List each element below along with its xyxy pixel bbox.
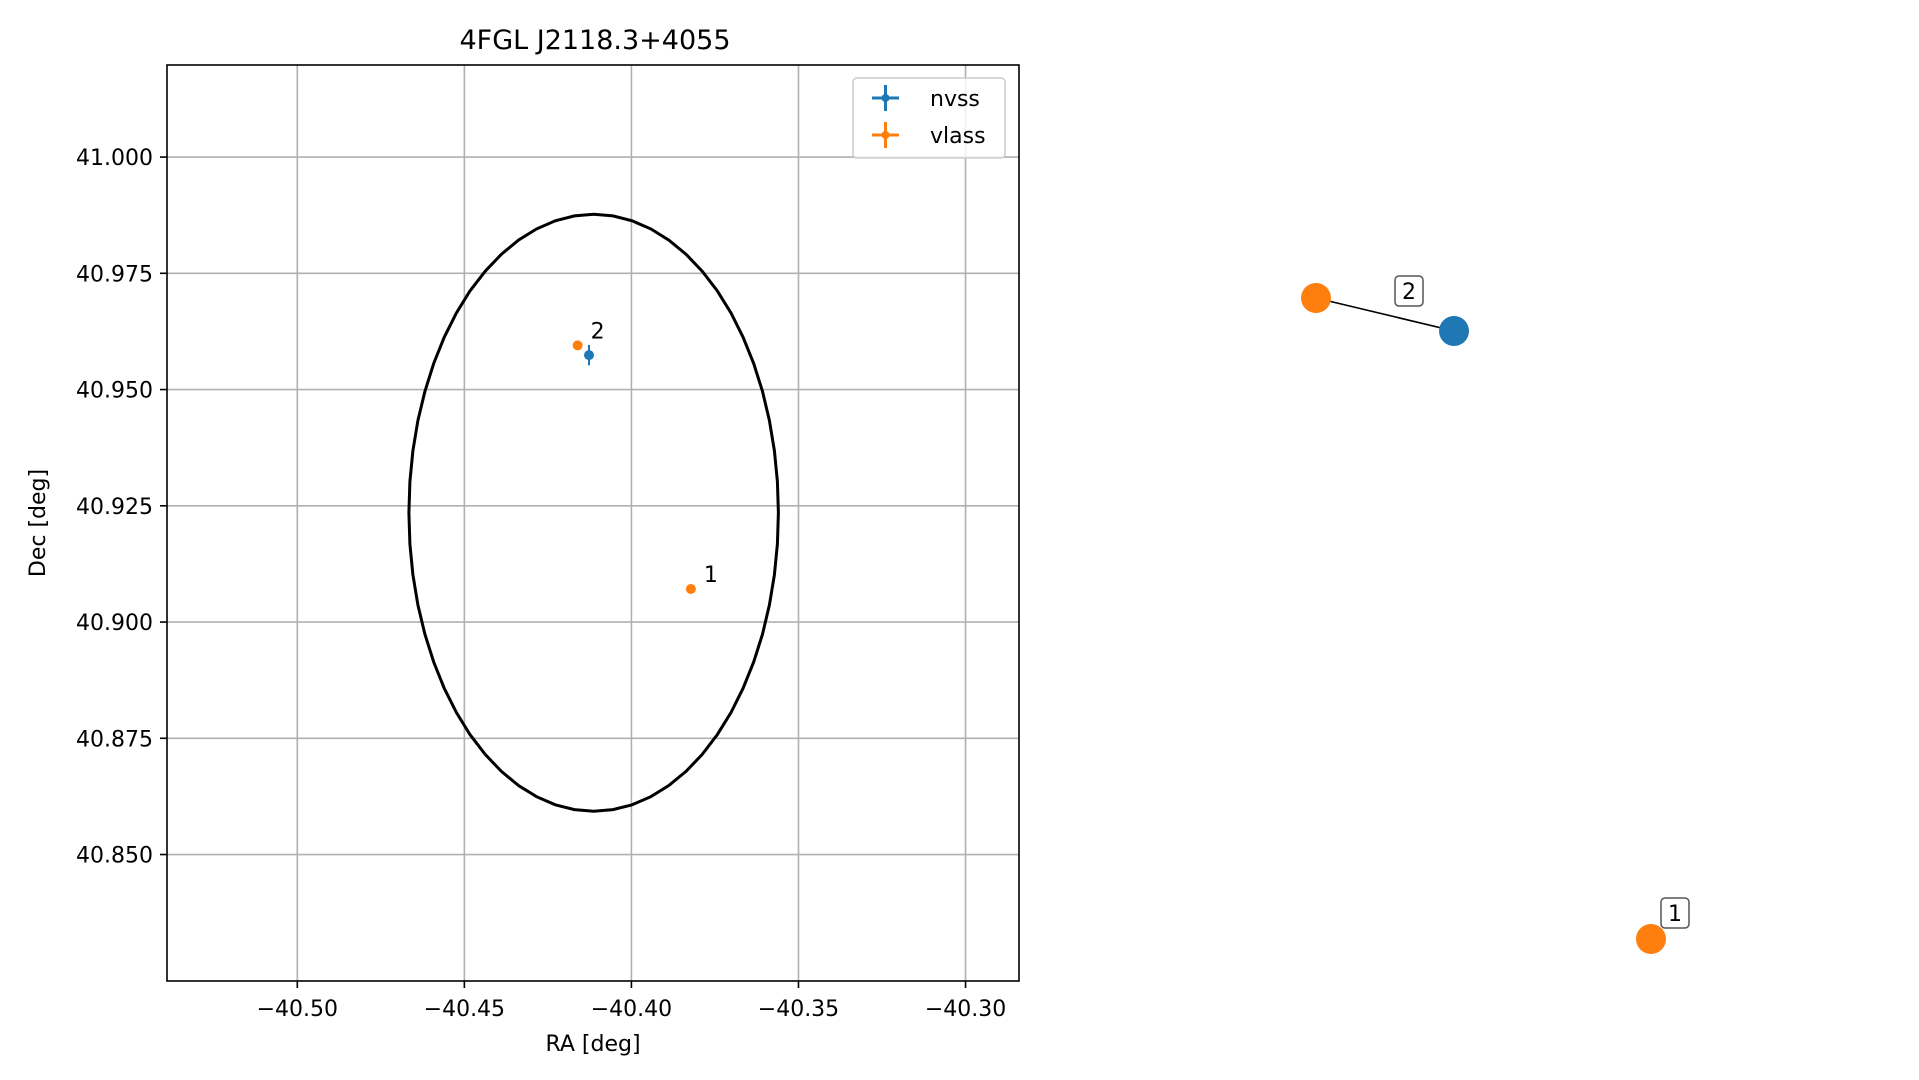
point-nvss [583,350,594,361]
point-labels: 21 [591,319,718,588]
y-tick-label: 40.875 [76,727,153,752]
network-panel: 2 1 [1301,275,1690,954]
point-label: 2 [591,319,605,344]
error-ellipse [407,212,780,813]
network-edge-label-text: 2 [1402,280,1416,305]
network-edge-label-box [1394,275,1424,307]
network-node-label-text: 1 [1668,902,1682,927]
network-node-vlass-1 [1636,924,1666,954]
x-tick-label: −40.50 [257,997,338,1022]
chart-title: 4FGL J2118.3+4055 [459,25,730,56]
legend-label-nvss: nvss [930,87,980,112]
data-points [572,340,696,595]
point-vlass [685,584,696,595]
y-axis-label: Dec [deg] [26,469,51,577]
x-axis-label: RA [deg] [545,1032,640,1057]
y-tick-label: 40.850 [76,844,153,869]
plot-frame [166,64,1020,982]
y-tick-label: 40.975 [76,262,153,287]
y-axis-ticks: 40.850 40.875 40.900 40.925 40.950 40.975 41.0… [76,146,167,869]
legend-entry-vlass: vlass [872,122,986,149]
scatter-panel: 4FGL J2118.3+4055 21 −40.50 −40.45 −40.40−… [26,25,1020,1057]
network-node-label: 1 [1660,897,1690,929]
y-tick-label: 40.900 [76,611,153,636]
network-edge-label: 2 [1394,275,1424,307]
y-tick-label: 40.925 [76,495,153,520]
network-node-label-box [1660,897,1690,929]
grid [167,65,1019,981]
network-edge-vlass2-nvss [1315,297,1455,332]
point-label: 1 [704,563,718,588]
x-tick-label: −40.45 [424,997,505,1022]
x-tick-label: −40.35 [758,997,839,1022]
y-tick-label: 41.000 [76,146,153,171]
legend-label-vlass: vlass [930,124,986,149]
legend-marker-nvss-dot [881,94,890,102]
x-tick-label: −40.30 [925,997,1006,1022]
legend-entry-nvss: nvss [872,85,980,112]
point-vlass [572,340,583,351]
x-tick-label: −40.40 [591,997,672,1022]
network-node-nvss [1439,316,1469,346]
legend: nvss vlass [852,77,1006,159]
y-tick-label: 40.950 [76,379,153,404]
x-axis-ticks: −40.50 −40.45 −40.40 −40.35 −40.30 [257,981,1006,1022]
network-node-vlass-2 [1301,283,1331,313]
legend-marker-vlass-dot [881,131,890,139]
